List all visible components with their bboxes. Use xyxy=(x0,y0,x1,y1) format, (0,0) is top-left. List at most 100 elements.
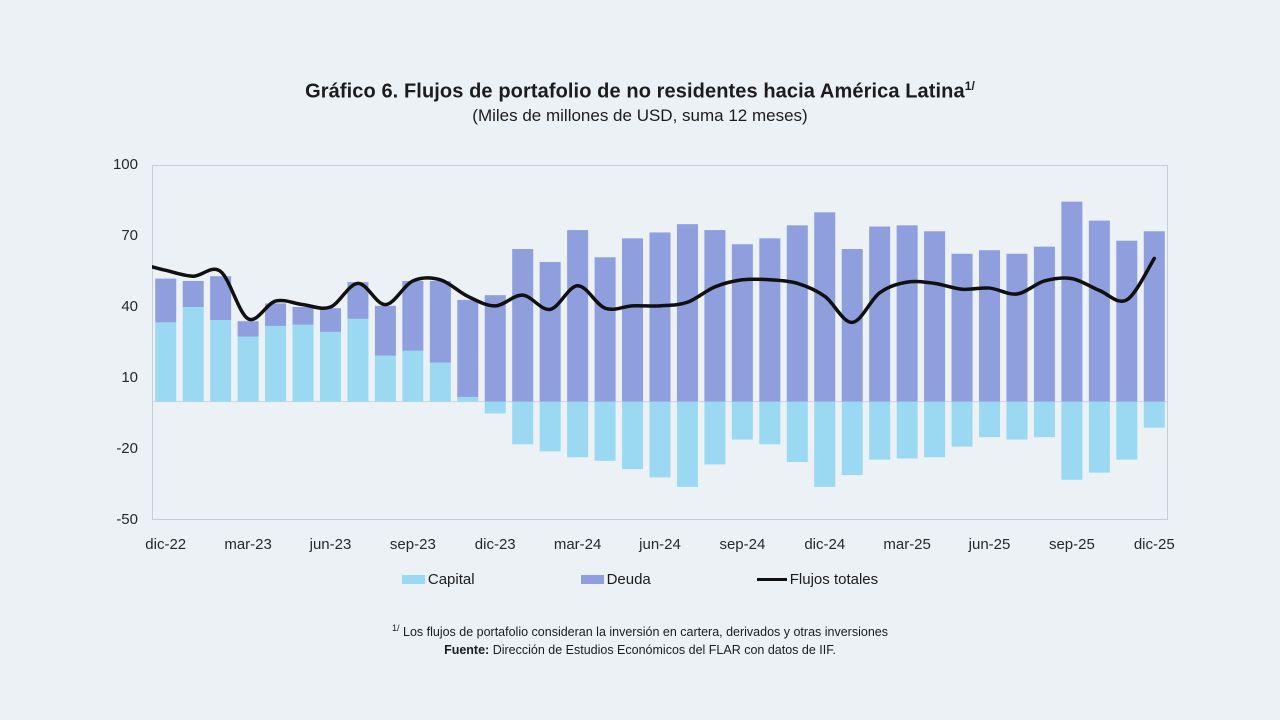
y-tick-label: 40 xyxy=(121,298,138,315)
deuda-bar xyxy=(622,238,644,402)
chart-title-superscript: 1/ xyxy=(964,79,975,93)
deuda-bar xyxy=(951,253,973,402)
footnote: 1/ Los flujos de portafolio consideran l… xyxy=(0,622,1280,659)
capital-bar xyxy=(622,401,644,470)
deuda-bar xyxy=(786,225,808,402)
x-tick-label: mar-23 xyxy=(224,536,272,553)
capital-bar xyxy=(594,401,616,461)
capital-bar xyxy=(979,401,1001,438)
deuda-bar xyxy=(457,299,479,397)
deuda-bar xyxy=(676,224,698,402)
deuda-bar xyxy=(429,280,451,363)
capital-bar xyxy=(402,350,424,402)
chart-subtitle: (Miles de millones de USD, suma 12 meses… xyxy=(472,106,808,125)
y-tick-label: 10 xyxy=(121,369,138,386)
capital-bar xyxy=(265,325,287,402)
deuda-bar xyxy=(869,226,891,402)
footnote-superscript: 1/ xyxy=(392,623,400,633)
line-swatch-icon xyxy=(756,578,787,581)
y-tick-label: -20 xyxy=(116,440,138,457)
x-tick-label: dic-22 xyxy=(145,536,187,553)
legend-label-deuda: Deuda xyxy=(606,571,651,588)
deuda-bar xyxy=(210,276,232,321)
capital-bar xyxy=(676,401,698,487)
x-tick-label: sep-24 xyxy=(719,536,766,553)
x-tick-label: sep-23 xyxy=(389,536,436,553)
x-tick-label: mar-24 xyxy=(553,536,602,553)
deuda-bar xyxy=(1061,201,1083,402)
footnote-source-label: Fuente: xyxy=(444,642,490,657)
capital-bar xyxy=(292,324,314,402)
capital-bar xyxy=(182,307,204,402)
deuda-bar xyxy=(1006,253,1028,402)
capital-bar xyxy=(869,401,891,460)
plot-border xyxy=(152,165,1168,520)
capital-bar xyxy=(429,362,451,402)
deuda-bar xyxy=(841,249,863,402)
y-tick-label: 70 xyxy=(121,227,138,244)
deuda-bar xyxy=(1088,220,1110,402)
legend-item-flujos-totales: Flujos totales xyxy=(756,571,878,588)
capital-bar xyxy=(731,401,753,440)
capital-bar xyxy=(539,401,561,452)
capital-bar xyxy=(210,320,232,402)
capital-bar xyxy=(1061,401,1083,480)
deuda-bar xyxy=(649,232,671,402)
chart-title: Gráfico 6. Flujos de portafolio de no re… xyxy=(0,79,1280,104)
deuda-bar xyxy=(292,307,314,325)
capital-bar xyxy=(484,401,506,414)
deuda-bar xyxy=(1116,240,1138,402)
capital-bar xyxy=(155,322,177,402)
deuda-bar xyxy=(265,303,287,326)
deuda-bar xyxy=(594,257,616,402)
x-tick-label: jun-25 xyxy=(968,536,1011,553)
deuda-swatch-icon xyxy=(580,575,604,584)
x-tick-label: jun-23 xyxy=(309,536,352,553)
legend: Capital Deuda Flujos totales xyxy=(0,571,1280,588)
y-tick-label: 100 xyxy=(112,156,138,173)
footnote-text: Los flujos de portafolio consideran la i… xyxy=(399,625,888,640)
chart-title-text: Gráfico 6. Flujos de portafolio de no re… xyxy=(305,80,965,103)
deuda-bar xyxy=(979,250,1001,402)
capital-bar xyxy=(1006,401,1028,440)
deuda-bar xyxy=(731,244,753,402)
footnote-line-2: Fuente: Dirección de Estudios Económicos… xyxy=(0,642,1280,660)
capital-bar xyxy=(512,401,534,445)
deuda-bar xyxy=(759,238,781,402)
deuda-bar xyxy=(347,282,369,319)
x-tick-label: dic-25 xyxy=(1133,536,1175,553)
deuda-bar xyxy=(1033,246,1055,402)
x-tick-label: dic-23 xyxy=(474,536,516,553)
deuda-bar xyxy=(814,212,836,402)
capital-bar xyxy=(237,336,259,402)
deuda-bar xyxy=(374,305,396,356)
deuda-bar xyxy=(319,308,341,332)
deuda-bar xyxy=(704,230,726,402)
chart-plot xyxy=(152,165,1168,520)
deuda-bar xyxy=(539,262,561,402)
capital-bar xyxy=(896,401,918,459)
capital-bar xyxy=(374,355,396,402)
x-tick-label: dic-24 xyxy=(804,536,846,553)
capital-bar xyxy=(951,401,973,447)
capital-bar xyxy=(814,401,836,487)
capital-bar xyxy=(841,401,863,476)
deuda-bar xyxy=(1143,231,1165,402)
capital-bar xyxy=(786,401,808,463)
deuda-bar xyxy=(402,280,424,351)
deuda-bar xyxy=(567,230,589,402)
deuda-bar xyxy=(924,231,946,402)
legend-item-capital: Capital xyxy=(401,571,475,588)
capital-bar xyxy=(924,401,946,458)
capital-bar xyxy=(759,401,781,445)
deuda-bar xyxy=(896,225,918,402)
capital-bar xyxy=(457,396,479,402)
capital-bar xyxy=(1088,401,1110,473)
capital-bar xyxy=(704,401,726,465)
flujos-totales-line xyxy=(152,256,1157,325)
deuda-bar xyxy=(484,295,506,402)
legend-item-deuda: Deuda xyxy=(580,571,651,588)
x-tick-label: jun-24 xyxy=(639,536,681,553)
capital-bar xyxy=(347,318,369,402)
x-tick-label: sep-25 xyxy=(1048,536,1095,553)
